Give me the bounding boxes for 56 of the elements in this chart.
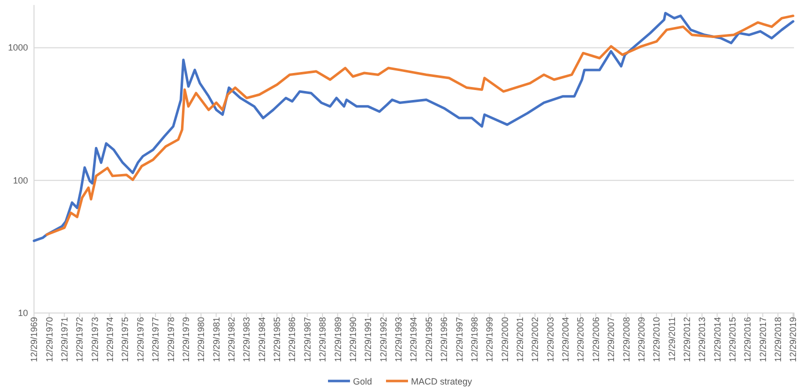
x-tick-label: 12/29/1969 [29,317,40,362]
x-tick-label: 12/29/1971 [59,317,70,362]
x-tick-label: 12/29/2001 [514,317,525,362]
x-tick-label: 12/29/1998 [469,317,480,362]
x-tick-label: 12/29/1981 [211,317,222,362]
x-tick-label: 12/29/1999 [484,317,495,362]
x-tick-label: 12/29/1977 [150,317,161,362]
x-tick-label: 12/29/1975 [120,317,130,362]
x-tick-label: 12/29/1984 [256,317,267,362]
x-tick-label: 12/29/1979 [180,317,191,362]
x-tick-label: 12/29/1970 [44,317,54,362]
x-tick-label: 12/29/1986 [287,317,298,362]
x-tick-label: 12/29/2013 [697,317,708,362]
x-tick-label: 12/29/2003 [545,317,556,362]
x-tick-label: 12/29/1980 [196,317,206,362]
x-tick-label: 12/29/1997 [454,317,464,362]
x-tick-label: 12/29/1990 [348,317,358,362]
x-tick-label: 12/29/2012 [682,317,692,362]
x-tick-label: 12/29/1995 [424,317,434,362]
x-tick-label: 12/29/2005 [576,317,586,362]
y-tick-label: 100 [12,175,28,186]
x-tick-label: 12/29/1974 [105,317,116,362]
x-tick-label: 12/29/2000 [500,317,510,362]
x-tick-label: 12/29/2015 [728,317,738,362]
x-tick-label: 12/29/1976 [135,317,146,362]
x-tick-label: 12/29/1989 [332,317,343,362]
x-tick-label: 12/29/2008 [621,317,632,362]
x-tick-label: 12/29/2018 [773,317,784,362]
x-tick-label: 12/29/1996 [439,317,450,362]
x-tick-label: 12/29/2011 [666,317,677,362]
x-tick-label: 12/29/1982 [226,317,237,362]
x-tick-label: 12/29/1988 [318,317,328,362]
y-tick-label: 10 [18,308,28,318]
legend-label: MACD strategy [411,376,473,386]
x-tick-label: 12/29/2010 [652,317,662,362]
x-tick-label: 12/29/1972 [74,317,85,362]
x-tick-label: 12/29/1985 [272,317,282,362]
x-tick-label: 12/29/2002 [530,317,540,362]
x-tick-label: 12/29/1983 [242,317,252,362]
x-tick-label: 12/29/1994 [408,317,419,362]
x-tick-label: 12/29/2016 [742,317,753,362]
x-tick-label: 12/29/2014 [712,317,722,362]
x-tick-label: 12/29/1991 [363,317,374,362]
y-tick-label: 1000 [8,42,28,53]
legend-label: Gold [352,376,372,386]
x-tick-label: 12/29/1978 [166,317,176,362]
x-tick-label: 12/29/1987 [302,317,312,362]
x-tick-label: 12/29/2006 [590,317,601,362]
x-tick-label: 12/29/2009 [636,317,646,362]
x-tick-label: 12/29/1973 [90,317,100,362]
x-tick-label: 12/29/2017 [758,317,768,362]
x-tick-label: 12/29/2004 [560,317,571,362]
x-tick-label: 12/29/2007 [606,317,616,362]
x-tick-label: 12/29/1993 [394,317,404,362]
x-tick-label: 12/29/2019 [788,317,798,362]
x-tick-label: 12/29/1992 [378,317,388,362]
